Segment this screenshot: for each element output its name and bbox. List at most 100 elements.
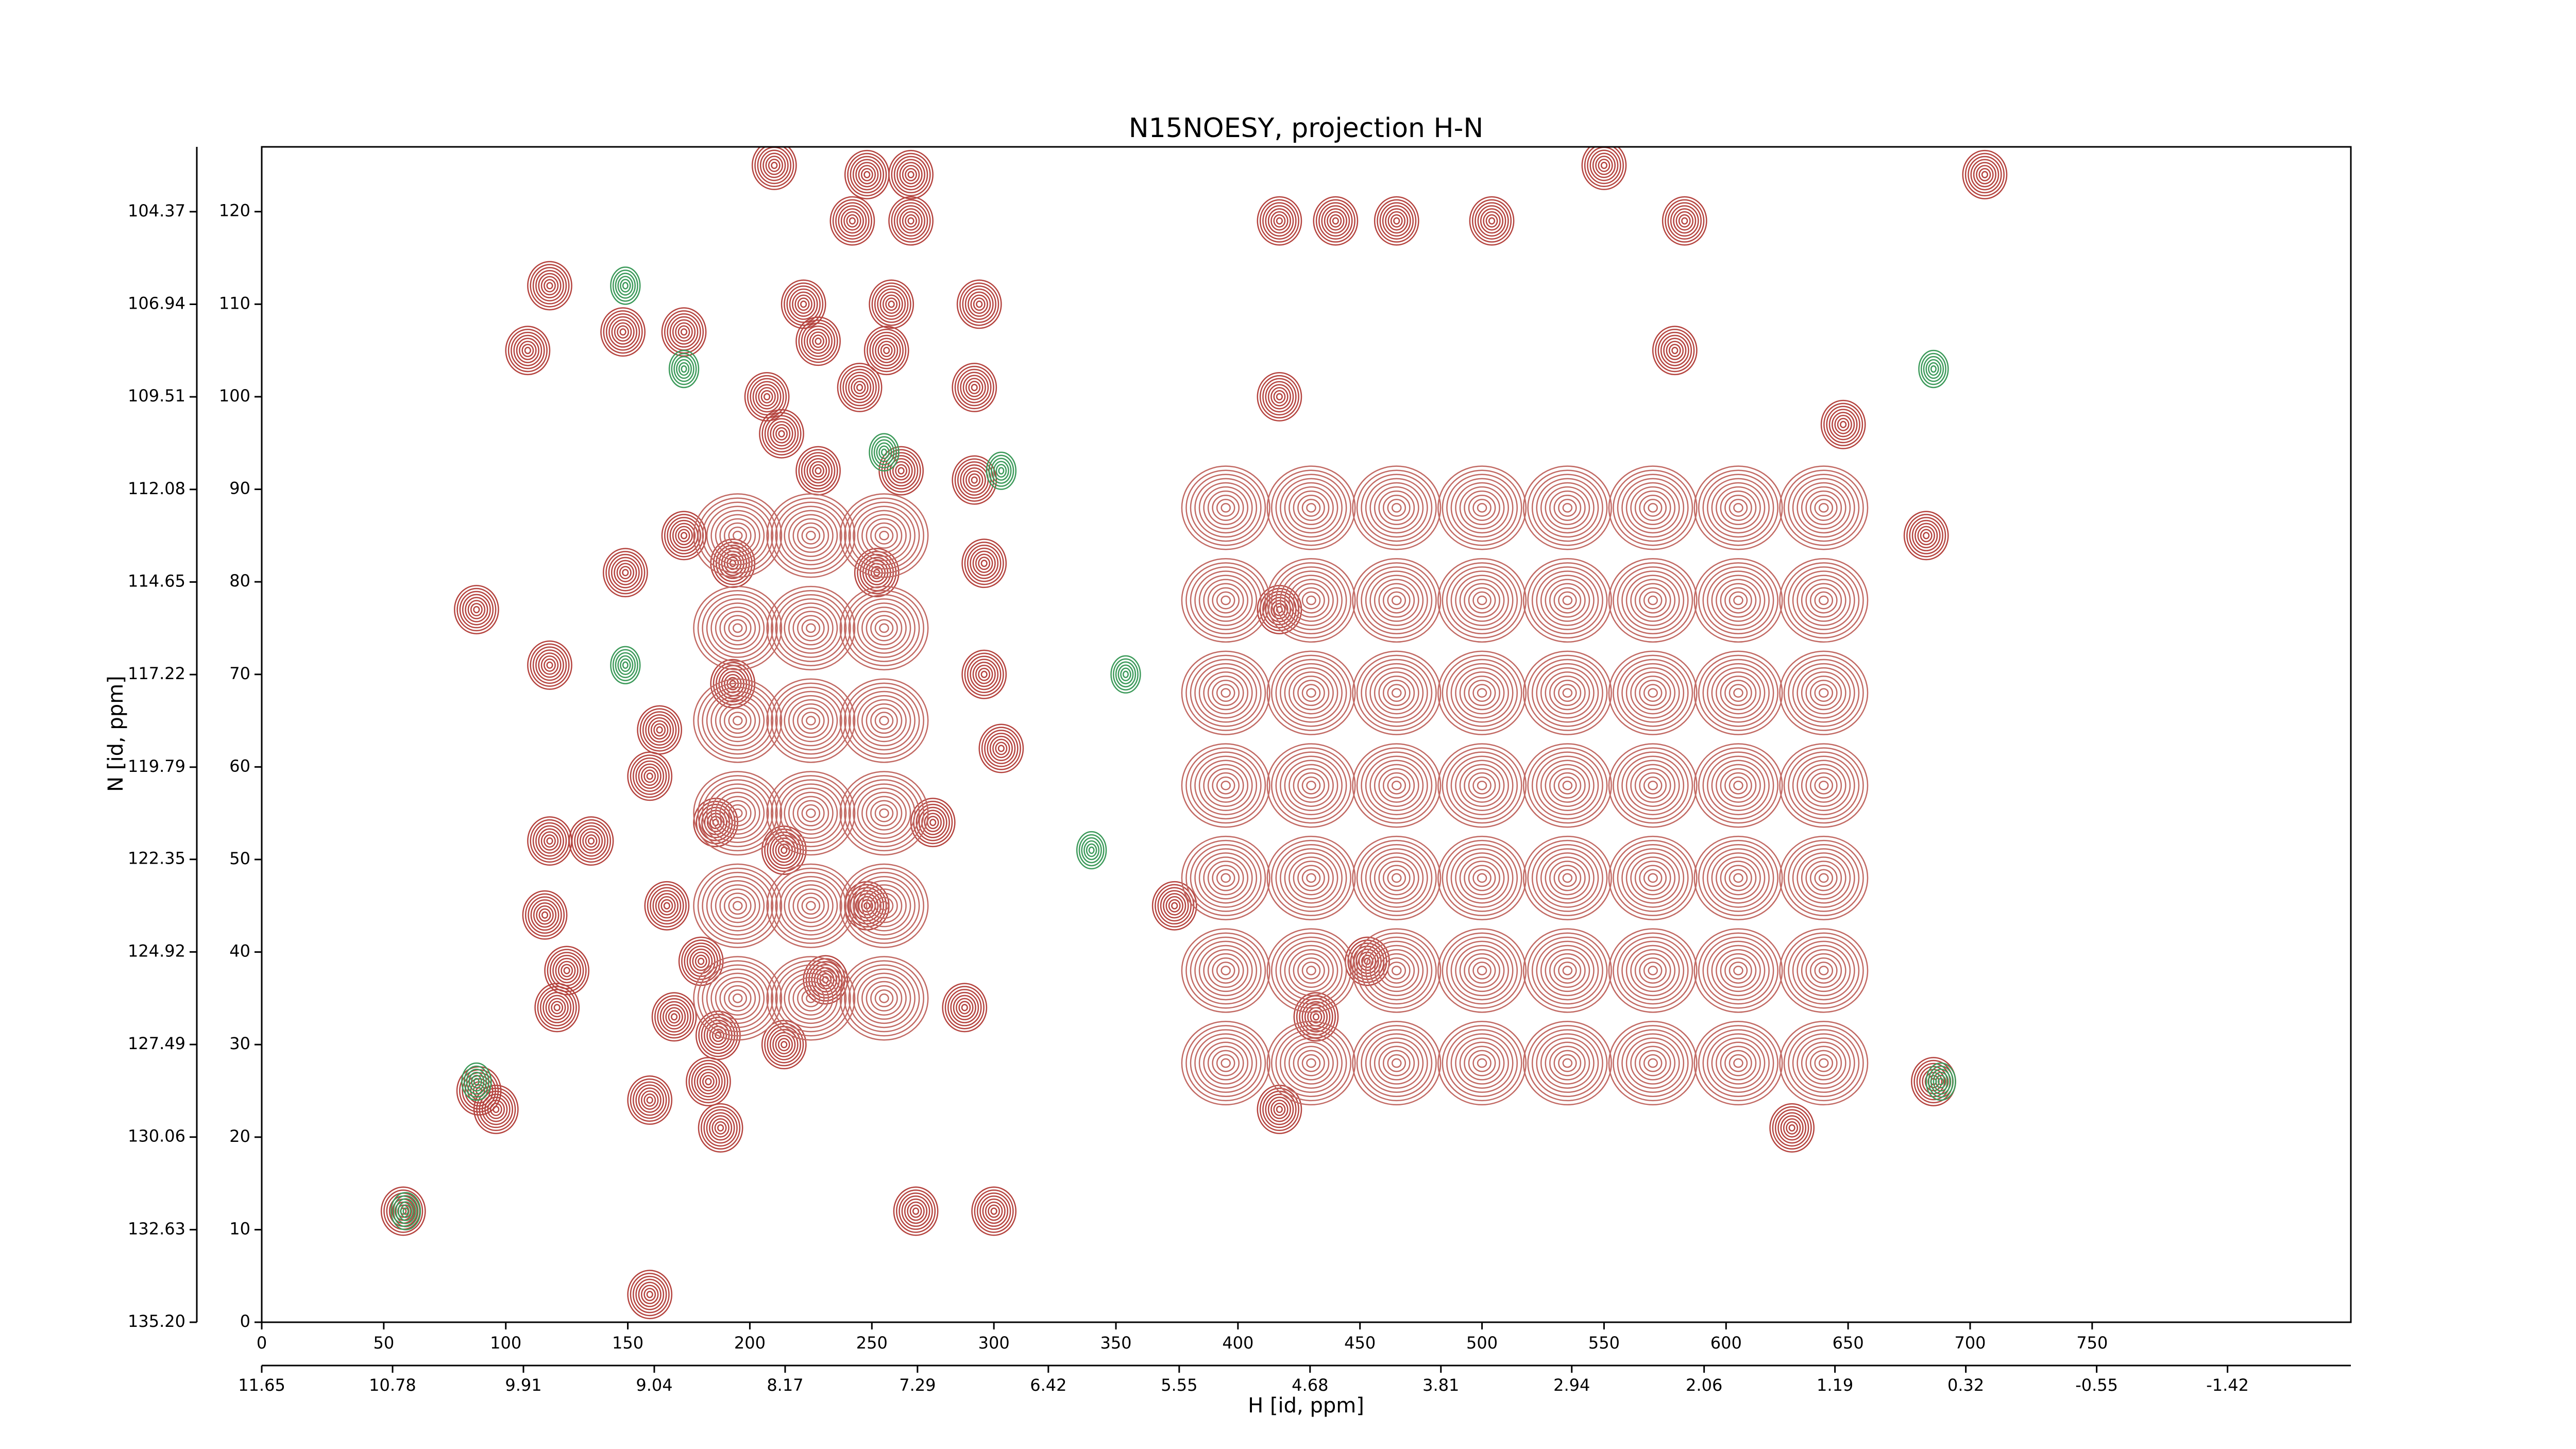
contour-level xyxy=(752,381,782,413)
contour-level xyxy=(1553,680,1582,706)
contour-level xyxy=(1716,949,1761,992)
contour-level xyxy=(462,594,491,626)
contour-level xyxy=(874,989,894,1007)
contour-level xyxy=(697,589,778,666)
contour-level xyxy=(1275,474,1347,542)
contour-level xyxy=(1608,743,1698,828)
contour-level xyxy=(524,347,531,355)
contour-level xyxy=(1270,932,1351,1009)
contour-level xyxy=(1643,1054,1663,1072)
contour-level xyxy=(1823,402,1863,446)
contour-level xyxy=(747,375,787,419)
contour-level xyxy=(909,1204,922,1218)
contour-level xyxy=(540,831,559,851)
contour-level xyxy=(1221,780,1231,790)
contour-level xyxy=(837,363,883,412)
contour-level xyxy=(1527,839,1608,916)
contour-level xyxy=(792,703,829,738)
contour-level xyxy=(766,678,856,763)
contour-level xyxy=(1464,768,1500,803)
contour-level xyxy=(1562,688,1573,698)
contour-level xyxy=(769,1029,799,1060)
contour-level xyxy=(968,291,991,317)
contour-level xyxy=(1382,1050,1411,1076)
contour-level xyxy=(1289,486,1334,530)
contour-level xyxy=(680,328,688,336)
contour-level xyxy=(1630,949,1676,992)
contour-level xyxy=(1181,835,1270,920)
contour-level xyxy=(1540,852,1595,904)
x-tick-label: 600 xyxy=(1710,1333,1742,1353)
contour-level xyxy=(555,957,579,984)
contour-level xyxy=(728,804,748,822)
contour-level xyxy=(1450,755,1514,816)
contour-level xyxy=(1522,650,1612,735)
contour-level xyxy=(795,316,841,366)
contour-level xyxy=(1598,158,1611,172)
ppm-y-tick-label: 106.94 xyxy=(128,293,185,313)
contour-level xyxy=(874,285,909,323)
contour-level xyxy=(1391,780,1402,790)
contour-level xyxy=(471,1074,482,1089)
contour-level xyxy=(561,964,573,978)
contour-level xyxy=(843,867,924,944)
contour-level xyxy=(1455,1037,1509,1089)
contour-level xyxy=(1527,932,1608,1009)
contour-level xyxy=(984,730,1019,767)
contour-level xyxy=(1289,949,1334,992)
contour-level xyxy=(632,757,667,795)
contour-level xyxy=(1207,1046,1244,1081)
x-tick-label: 550 xyxy=(1588,1333,1620,1353)
contour-level xyxy=(615,652,636,678)
contour-level xyxy=(1818,688,1829,698)
contour-level xyxy=(1527,1025,1608,1102)
contour-level xyxy=(481,1093,511,1125)
contour-level xyxy=(473,1084,519,1134)
ppm-y-tick-label: 124.92 xyxy=(128,941,185,961)
contour-level xyxy=(1455,575,1509,626)
contour-level xyxy=(1275,751,1347,820)
contour-level xyxy=(788,976,834,1020)
contour-level xyxy=(703,1109,738,1147)
contour-level xyxy=(1625,760,1680,812)
contour-level xyxy=(775,871,847,940)
contour-level xyxy=(792,518,829,553)
contour-level xyxy=(646,772,653,780)
contour-level xyxy=(879,716,889,726)
contour-level xyxy=(950,991,979,1023)
contour-level xyxy=(689,948,713,974)
contour-level xyxy=(792,981,829,1016)
contour-level xyxy=(784,787,838,839)
contour-level xyxy=(768,158,781,172)
contour-level xyxy=(563,967,570,974)
contour-level xyxy=(1275,659,1347,727)
contour-level xyxy=(1779,650,1869,735)
contour-level xyxy=(574,822,608,860)
contour-level xyxy=(1181,650,1270,735)
contour-level xyxy=(1212,680,1240,706)
x-tick-label: 300 xyxy=(978,1333,1010,1353)
contour-level xyxy=(1216,962,1235,980)
contour-level xyxy=(1698,747,1778,824)
contour-level xyxy=(1788,474,1860,542)
contour-level xyxy=(1117,664,1134,684)
contour-level xyxy=(1365,570,1428,630)
contour-level xyxy=(678,362,690,376)
contour-level xyxy=(857,510,911,562)
contour-level xyxy=(866,796,903,831)
contour-level xyxy=(1531,751,1603,820)
contour-level xyxy=(1378,953,1415,988)
contour-level xyxy=(620,658,631,672)
contour-level xyxy=(976,300,983,308)
contour-level xyxy=(1522,835,1612,920)
contour-level xyxy=(751,147,797,190)
contour-level xyxy=(706,1112,735,1144)
contour-level xyxy=(1352,465,1442,550)
ppm-x-tick-label: 9.04 xyxy=(636,1375,672,1395)
contour-level xyxy=(710,659,756,709)
contour-level xyxy=(1540,667,1595,719)
contour-level xyxy=(393,1195,419,1227)
contour-level xyxy=(870,707,898,734)
contour-level xyxy=(1297,865,1325,891)
contour-level xyxy=(779,783,842,843)
